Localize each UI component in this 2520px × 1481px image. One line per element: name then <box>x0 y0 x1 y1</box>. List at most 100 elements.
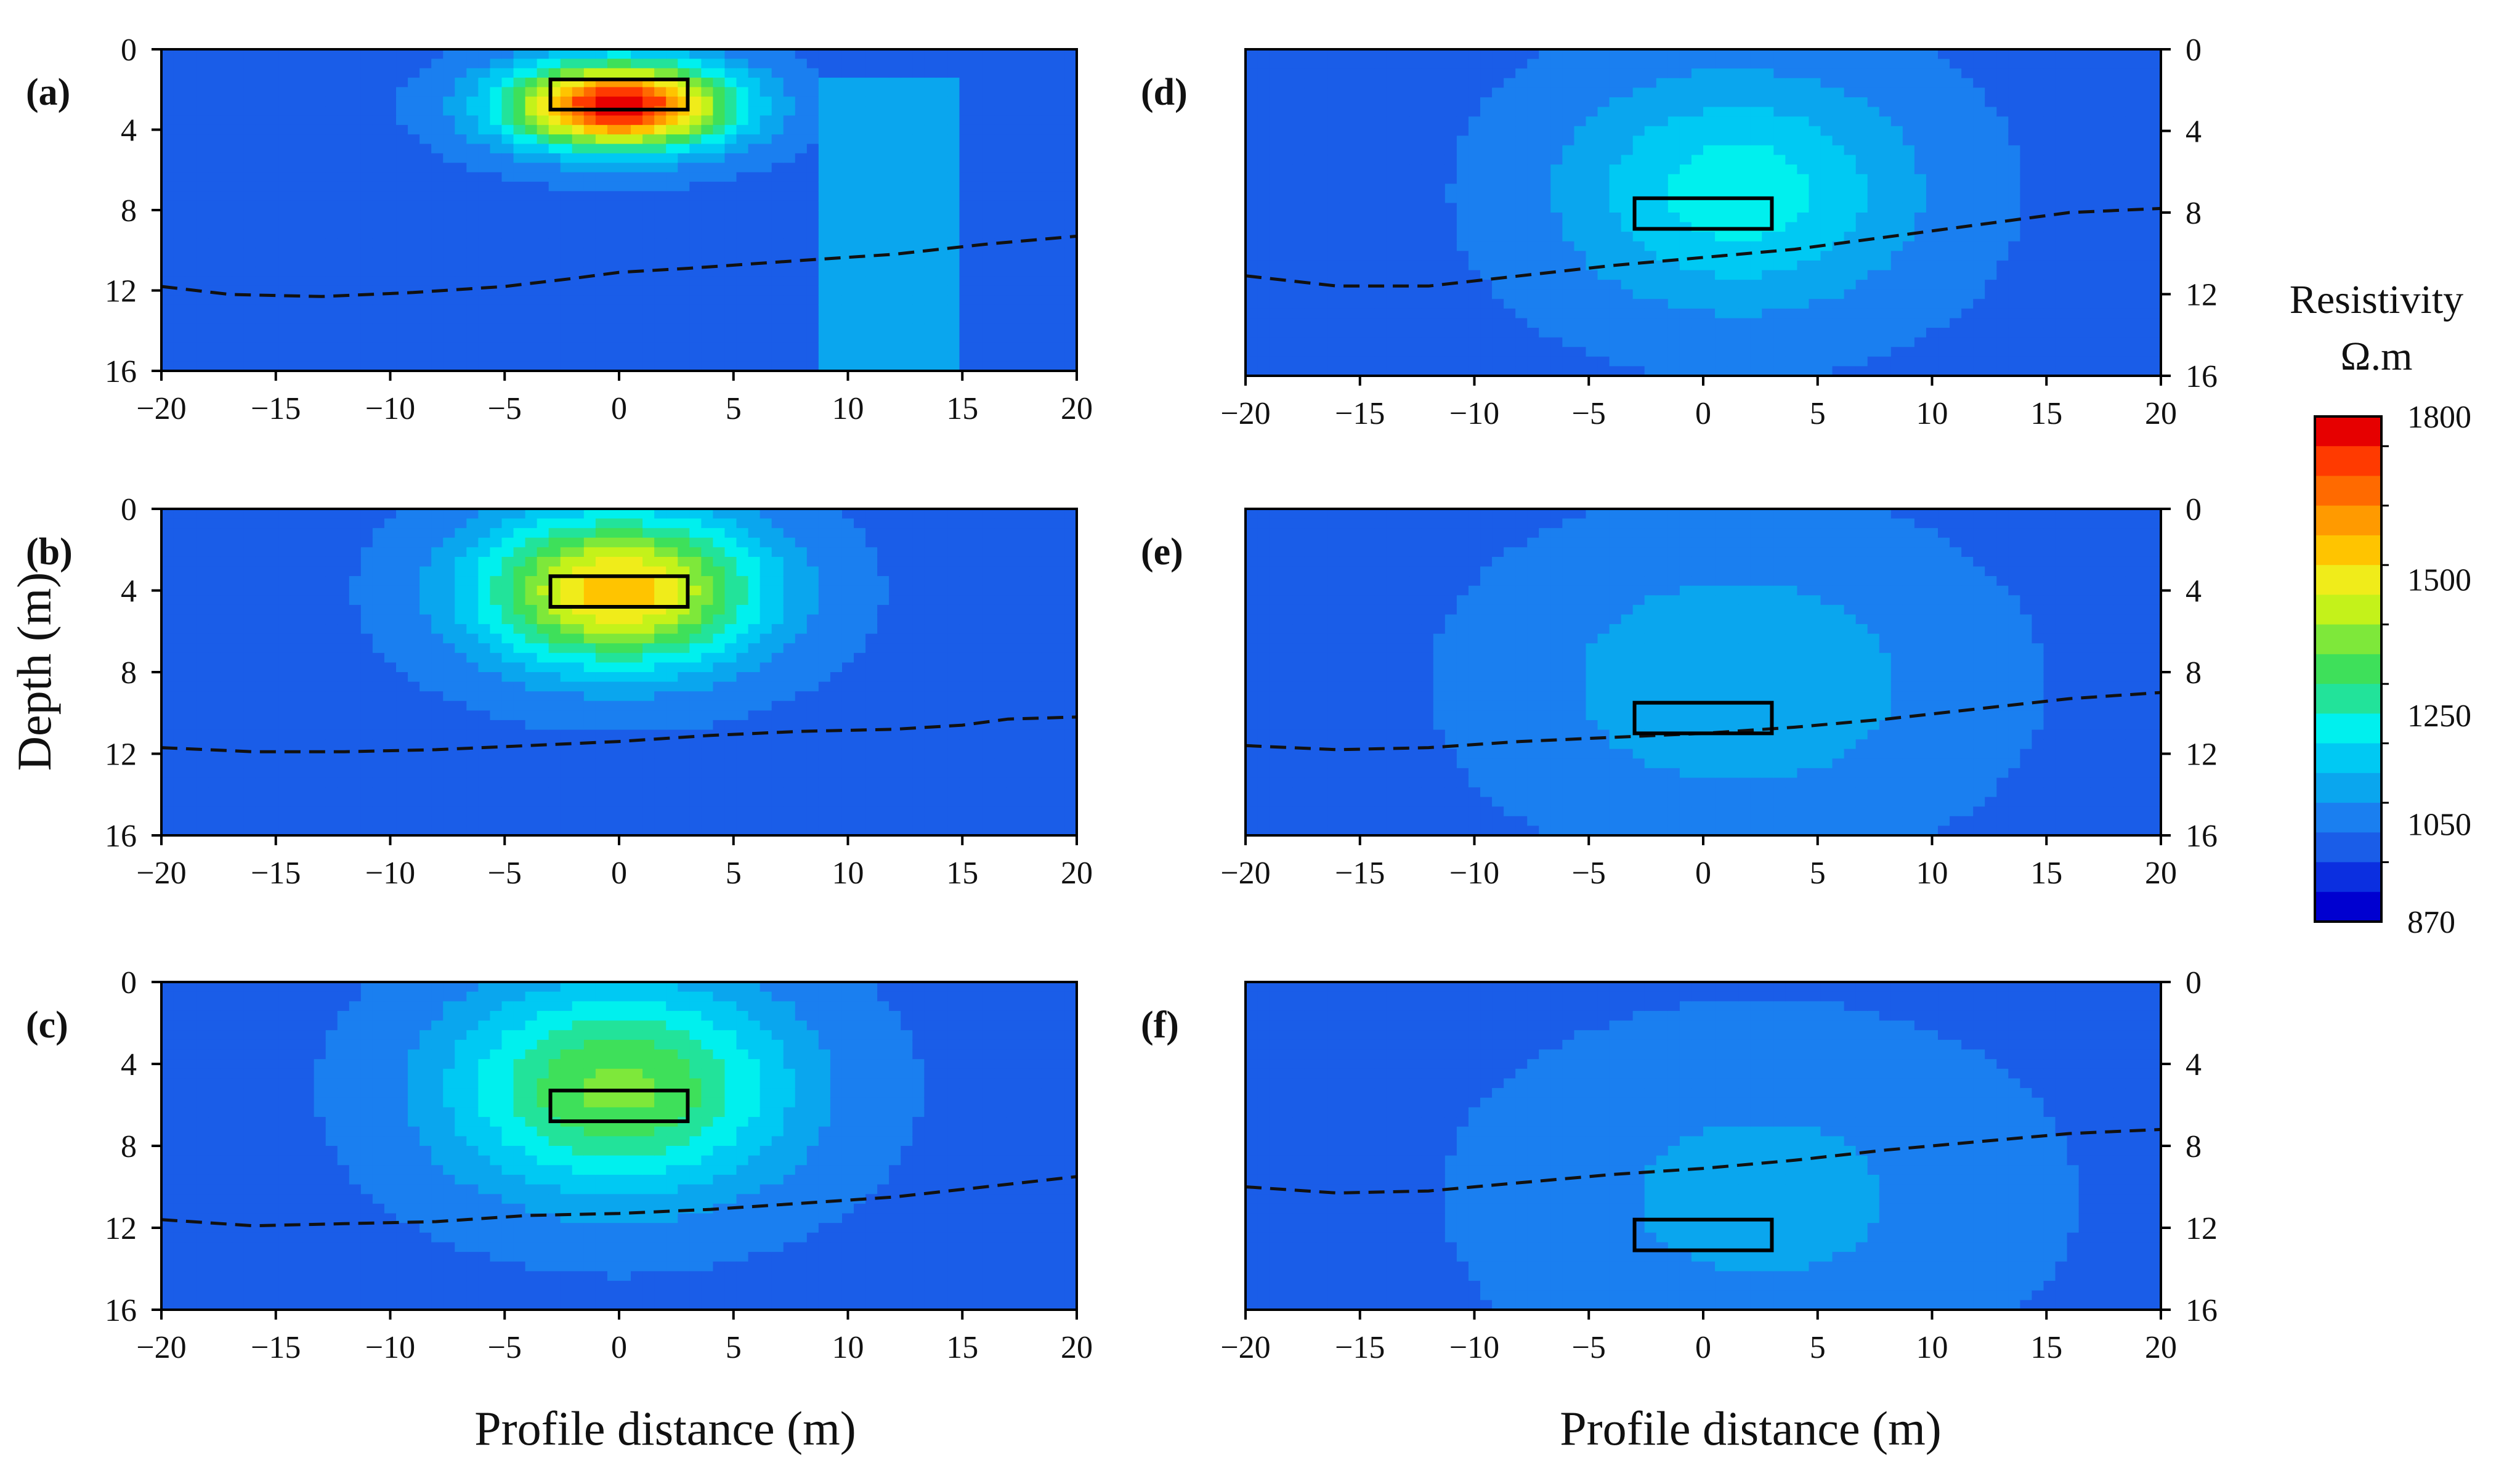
field-cell <box>631 352 643 362</box>
field-cell <box>419 124 432 135</box>
field-cell <box>314 276 326 286</box>
field-cell <box>513 115 526 126</box>
field-cell <box>490 172 503 182</box>
field-cell <box>185 585 197 596</box>
field-cell <box>455 342 468 353</box>
field-cell <box>372 285 385 296</box>
field-cell <box>924 826 937 836</box>
field-cell <box>196 547 209 558</box>
field-cell <box>290 68 303 78</box>
field-cell <box>360 229 373 239</box>
field-cell <box>631 749 643 760</box>
field-cell <box>806 624 819 635</box>
field-cell <box>466 153 479 164</box>
field-cell <box>548 624 561 635</box>
field-cell <box>478 295 491 306</box>
field-cell <box>689 739 702 750</box>
field-cell <box>631 643 643 654</box>
field-cell <box>360 739 373 750</box>
field-cell <box>713 624 726 635</box>
field-cell <box>806 739 819 750</box>
field-cell <box>631 826 643 836</box>
field-cell <box>243 643 256 654</box>
field-cell <box>701 333 714 343</box>
field-cell <box>771 304 784 315</box>
field-cell <box>360 49 373 60</box>
field-cell <box>795 710 808 721</box>
field-cell <box>1041 96 1054 107</box>
field-cell <box>302 720 315 731</box>
field-cell <box>724 295 737 306</box>
field-cell <box>642 595 655 606</box>
field-cell <box>783 342 796 353</box>
field-cell <box>947 267 960 277</box>
field-cell <box>736 700 749 712</box>
field-cell <box>478 153 491 164</box>
field-cell <box>208 49 221 60</box>
field-cell <box>865 528 878 538</box>
field-cell <box>525 342 538 353</box>
field-cell <box>572 681 585 692</box>
field-cell <box>1029 342 1042 353</box>
field-cell <box>1053 68 1066 78</box>
field-cell <box>220 509 233 519</box>
field-cell <box>1053 87 1066 97</box>
field-cell <box>924 96 937 107</box>
field-cell <box>959 314 972 325</box>
field-cell <box>384 78 397 88</box>
field-cell <box>537 191 549 201</box>
field-cell <box>384 163 397 173</box>
field-cell <box>572 68 585 78</box>
field-cell <box>419 739 432 750</box>
field-cell <box>372 257 385 267</box>
field-cell <box>396 295 408 306</box>
field-cell <box>841 595 854 606</box>
field-cell <box>408 68 420 78</box>
field-cell <box>408 134 420 145</box>
field-cell <box>349 219 362 230</box>
field-cell <box>901 134 914 145</box>
field-cell <box>443 115 456 126</box>
field-cell <box>901 576 914 586</box>
field-cell <box>877 739 889 750</box>
field-cell <box>232 710 245 721</box>
field-cell <box>689 191 702 201</box>
field-cell <box>220 595 233 606</box>
field-cell <box>595 361 608 371</box>
field-cell <box>583 691 596 702</box>
field-cell <box>666 172 679 182</box>
field-cell <box>419 614 432 625</box>
field-cell <box>525 68 538 78</box>
field-cell <box>642 342 655 353</box>
field-cell <box>396 585 408 596</box>
field-cell <box>431 806 444 817</box>
field-cell <box>290 604 303 615</box>
field-cell <box>736 342 749 353</box>
field-cell <box>912 710 925 721</box>
field-cell <box>806 285 819 296</box>
field-cell <box>912 153 925 164</box>
field-cell <box>243 806 256 817</box>
field-cell <box>583 361 596 371</box>
field-cell <box>982 219 995 230</box>
field-cell <box>619 68 631 78</box>
field-cell <box>619 777 631 788</box>
field-cell <box>232 768 245 779</box>
field-cell <box>337 342 350 353</box>
field-cell <box>642 585 655 596</box>
panel-label: (a) <box>26 71 70 113</box>
field-cell <box>384 124 397 135</box>
field-cell <box>607 614 620 625</box>
field-cell <box>595 758 608 769</box>
field-cell <box>466 528 479 538</box>
field-cell <box>325 509 338 519</box>
field-cell <box>173 604 185 615</box>
field-cell <box>830 681 843 692</box>
field-cell <box>877 267 889 277</box>
field-cell <box>466 691 479 702</box>
field-cell <box>396 124 408 135</box>
field-cell <box>455 528 468 538</box>
field-cell <box>349 643 362 654</box>
field-cell <box>490 210 503 221</box>
field-cell <box>936 229 949 239</box>
